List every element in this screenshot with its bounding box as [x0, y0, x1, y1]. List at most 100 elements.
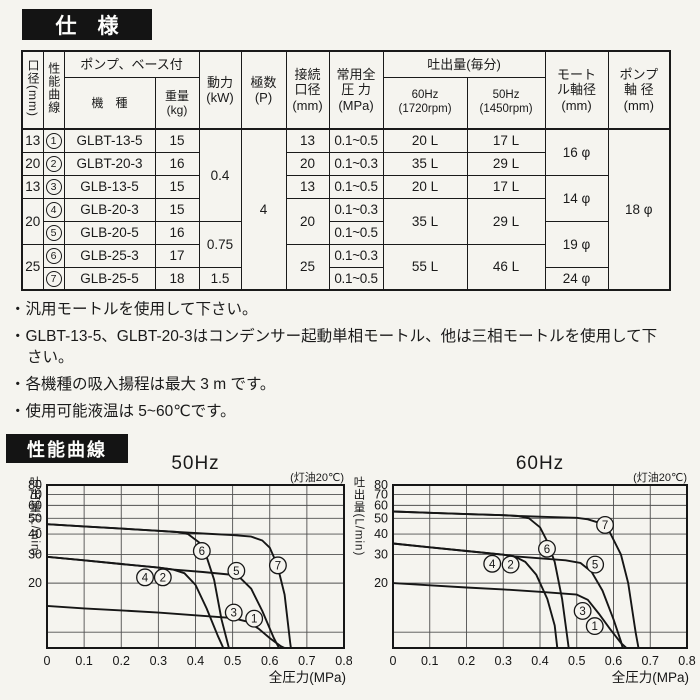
plot-border [392, 484, 688, 649]
y-tick-label: 40 [28, 527, 42, 541]
x-tick-label: 0.6 [605, 654, 622, 668]
table-row: 5 GLB-20-5 16 0.75 0.1~0.5 19 φ [22, 220, 670, 268]
circled-number: 1 [45, 133, 62, 150]
curve-3,1 [392, 582, 628, 649]
curve-7 [46, 523, 292, 649]
curve-label-7: 7 [596, 515, 614, 534]
power-cell: 0.75 [198, 220, 242, 268]
x-tick-label: 0.7 [298, 654, 315, 668]
motor-shaft-cell: 24 φ [544, 266, 609, 291]
x-tick-label: 0.2 [113, 654, 130, 668]
y-tick-label: 30 [374, 547, 388, 561]
curve-label-2: 2 [153, 568, 172, 587]
svg-text:5: 5 [592, 560, 598, 572]
svg-text:7: 7 [275, 560, 281, 572]
curve-6 [392, 510, 570, 649]
curve-label-4: 4 [483, 554, 502, 573]
x-tick-label: 0.5 [224, 654, 241, 668]
curve-label-3: 3 [224, 603, 243, 622]
col-header-power: 動力 (kW) [198, 50, 242, 130]
flow50-cell: 46 L [466, 243, 546, 291]
svg-text:2: 2 [160, 572, 166, 584]
col-header-curve: 性能曲線 [42, 50, 65, 130]
chart-60hz: 60Hz (灯油20℃) 吐出量(L/min) 6 7 4 2 5 3 1 20 30 40 50 6… [348, 450, 700, 700]
chart-title-50hz: 50Hz [171, 453, 220, 474]
y-tick-label: 60 [28, 498, 42, 512]
curve-number-cell: 4 [42, 197, 65, 222]
flow60-cell: 35 L [382, 151, 468, 176]
model-cell: GLB-20-5 [63, 220, 156, 245]
svg-text:6: 6 [199, 546, 205, 558]
svg-text:3: 3 [579, 606, 585, 618]
y-tick-label: 70 [28, 487, 42, 501]
table-row: 13 3 GLB-13-5 15 13 0.1~0.5 20 L 17 L 14… [21, 174, 670, 222]
x-tick-label: 0.1 [421, 654, 438, 668]
x-tick-label: 0.3 [495, 654, 512, 668]
circled-number: 4 [45, 202, 62, 219]
connection-cell: 20 [285, 197, 330, 245]
table-row: 20 2 GLBT-20-3 16 20 0.1~0.3 35 L 29 L [21, 151, 670, 176]
flow50-cell: 17 L [466, 128, 546, 153]
pressure-cell: 0.1~0.5 [328, 128, 384, 153]
model-cell: GLB-20-3 [63, 197, 156, 222]
x-tick-label: 0.5 [568, 654, 585, 668]
curve-4,2 [46, 555, 225, 649]
x-tick-label: 0.8 [678, 654, 695, 668]
curve-label-5: 5 [586, 555, 605, 574]
curve-label-1: 1 [585, 617, 604, 636]
pressure-cell: 0.1~0.5 [328, 174, 384, 199]
curve-label-6: 6 [538, 539, 556, 558]
curve-label-7: 7 [268, 556, 287, 575]
flow50-cell: 29 L [466, 151, 546, 176]
weight-cell: 15 [154, 128, 200, 153]
flow60-cell: 20 L [382, 128, 468, 153]
model-cell: GLB-13-5 [63, 174, 156, 199]
pump-shaft-cell: 18 φ [607, 128, 671, 291]
svg-text:1: 1 [251, 614, 257, 626]
table-row: 7 GLB-25-5 18 1.5 0.1~0.5 24 φ [22, 266, 670, 291]
y-tick-label: 60 [374, 498, 388, 512]
col-header-poles: 極数 (P) [240, 50, 287, 130]
curve-label-2: 2 [501, 555, 520, 574]
pressure-cell: 0.1~0.3 [328, 197, 384, 222]
bore-cell: 13 [21, 174, 44, 199]
col-header-curve-text: 性能曲線 [46, 62, 61, 115]
table-row: 13 1 GLBT-13-5 15 0.4 4 13 0.1~0.5 20 L … [21, 128, 671, 291]
motor-shaft-cell: 14 φ [544, 174, 609, 222]
curve-number-cell: 5 [42, 220, 65, 245]
curve-number-cell: 1 [42, 128, 65, 153]
y-axis-label-discharge: 吐出量(L/min) [352, 476, 365, 557]
circled-number: 3 [45, 179, 62, 196]
col-group-discharge: 吐出量(毎分) [382, 50, 546, 78]
col-header-weight: 重量 (kg) [154, 76, 200, 130]
col-header-connection-bore: 接続 口径 (mm) [285, 50, 330, 130]
curve-number-cell: 2 [42, 151, 65, 176]
note-item: ・使用可能液温は 5~60℃です。 [10, 403, 236, 420]
poles-cell: 4 [240, 128, 287, 291]
flow50-cell: 29 L [466, 197, 546, 245]
model-cell: GLB-25-5 [63, 266, 156, 291]
x-tick-label: 0.4 [531, 654, 548, 668]
circled-number: 6 [45, 248, 62, 265]
curve-7 [392, 510, 640, 649]
table-row: 20 4 GLB-20-3 15 20 0.1~0.3 35 L 29 L [21, 197, 670, 245]
model-cell: GLBT-20-3 [63, 151, 156, 176]
weight-cell: 16 [154, 220, 200, 245]
x-axis-label-pressure: 全圧力(MPa) [269, 669, 346, 685]
y-tick-label: 50 [28, 511, 42, 525]
curve-label-5: 5 [227, 561, 246, 580]
performance-curves-section-title: 性能曲線 [6, 434, 128, 463]
curve-5 [392, 542, 624, 649]
curve-label-3: 3 [573, 602, 592, 620]
pressure-cell: 0.1~0.5 [328, 266, 384, 291]
bore-cell: 20 [21, 197, 44, 245]
weight-cell: 15 [154, 174, 200, 199]
x-tick-label: 0.3 [150, 654, 167, 668]
svg-text:4: 4 [142, 572, 149, 584]
note-item: ・各機種の吸入揚程は最大 3 m です。 [10, 376, 276, 393]
bore-cell: 25 [21, 243, 44, 291]
curve-label-1: 1 [245, 609, 264, 628]
pressure-cell: 0.1~0.5 [328, 220, 384, 245]
